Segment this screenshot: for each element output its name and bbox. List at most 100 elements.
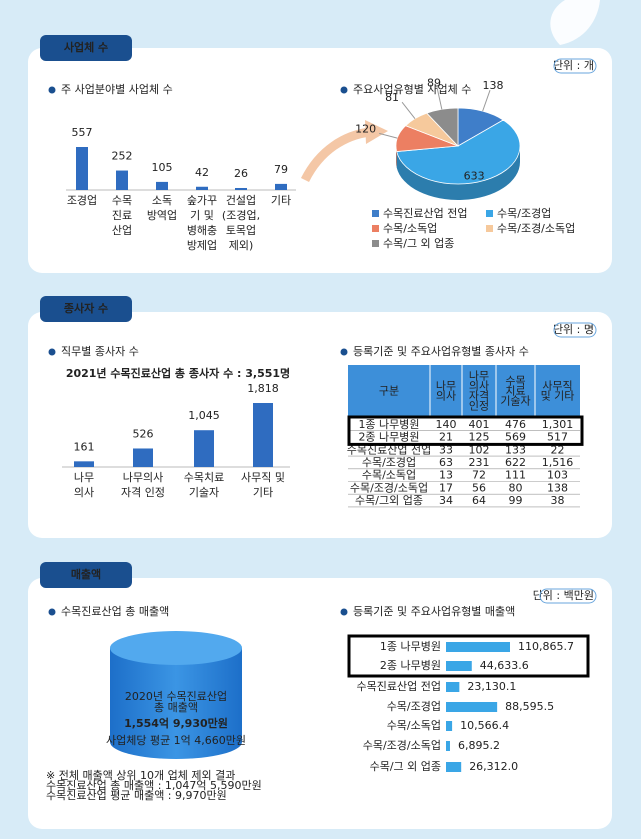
footnote: 수목진료산업 총 매출액 : 1,047억 5,590만원 bbox=[46, 779, 262, 792]
text-line: 방역업 bbox=[147, 209, 177, 222]
bar bbox=[446, 721, 453, 731]
value-label: 526 bbox=[133, 427, 154, 440]
arrow bbox=[300, 127, 371, 183]
text-line: 의사 bbox=[74, 486, 94, 499]
bullet bbox=[48, 86, 56, 94]
cylinder-body bbox=[110, 648, 242, 759]
bullet bbox=[340, 86, 348, 94]
bar bbox=[253, 403, 273, 467]
legend-label: 수목/조경업 bbox=[497, 207, 551, 220]
table-cell: 80 bbox=[509, 481, 523, 494]
bar bbox=[133, 448, 153, 467]
table-cell: 138 bbox=[547, 481, 568, 494]
table-cell: 38 bbox=[551, 494, 565, 507]
bar bbox=[156, 181, 168, 190]
text-line: 수목치료 bbox=[184, 471, 224, 484]
value-label: 161 bbox=[74, 440, 95, 453]
bar bbox=[116, 170, 128, 190]
leader-line bbox=[379, 132, 398, 139]
table-cell: 401 bbox=[469, 418, 490, 431]
value-label: 81 bbox=[385, 91, 399, 104]
text-line: 나무 bbox=[436, 380, 456, 393]
text-line: 수목 bbox=[505, 375, 525, 388]
chart-subtitle: 2021년 수목진료산업 총 종사자 수 : 3,551명 bbox=[66, 366, 290, 380]
text-line: 기 및 bbox=[190, 209, 214, 222]
unit-label: 단위 : 개 bbox=[553, 59, 594, 72]
text-line: 나무 bbox=[74, 471, 94, 484]
text-line: 제외) bbox=[229, 239, 254, 252]
text-line: 건설업 bbox=[226, 194, 256, 207]
table-cell: 63 bbox=[439, 456, 453, 469]
table-cell: 22 bbox=[551, 443, 565, 456]
table-header: 구분 bbox=[379, 385, 399, 398]
y-tick-label: 수목/소독업 bbox=[387, 719, 441, 732]
table-cell: 517 bbox=[547, 431, 568, 444]
value-label: 110,865.7 bbox=[518, 640, 574, 653]
bar bbox=[446, 702, 498, 712]
legend-label: 수목/조경/소독업 bbox=[497, 222, 575, 235]
table-cell: 34 bbox=[439, 494, 453, 507]
x-tick-label: 사무직 및 기타 bbox=[241, 471, 285, 499]
y-tick-label: 수목/그 외 업종 bbox=[370, 760, 441, 773]
legend-swatch bbox=[372, 225, 379, 232]
table-cell: 1종 나무병원 bbox=[358, 418, 419, 431]
value-label: 252 bbox=[112, 150, 133, 163]
text-line: 및 기타 bbox=[541, 390, 575, 403]
value-label: 42 bbox=[195, 166, 209, 179]
table-cell: 125 bbox=[469, 431, 490, 444]
text-line: 치료 bbox=[505, 385, 525, 398]
table-cell: 111 bbox=[505, 469, 526, 482]
section-tab bbox=[40, 296, 132, 322]
bullet bbox=[48, 348, 56, 356]
text-line: 소독 bbox=[152, 194, 172, 207]
text-line: 자격 bbox=[469, 390, 489, 403]
highlight-box bbox=[347, 634, 590, 678]
x-tick-label: 건설업 (조경업, 토목업 제외) bbox=[222, 194, 260, 252]
value-label: 1,818 bbox=[247, 382, 279, 395]
table-cell: 103 bbox=[547, 469, 568, 482]
text-line: 사무직 bbox=[542, 380, 572, 393]
table-cell: 수목/조경업 bbox=[362, 456, 416, 469]
text-line: 산업 bbox=[112, 224, 132, 237]
table-cell: 99 bbox=[509, 494, 523, 507]
section-tab bbox=[40, 35, 132, 61]
text-line: 숲가꾸 bbox=[187, 194, 217, 207]
bar bbox=[196, 186, 208, 190]
bullet bbox=[340, 608, 348, 616]
table-cell: 수목/소독업 bbox=[362, 469, 416, 482]
cylinder-average: 사업체당 평균 1억 4,660만원 bbox=[106, 734, 246, 747]
highlight-box bbox=[347, 415, 584, 446]
text-line: 의사 bbox=[436, 390, 456, 403]
text-line: 2020년 수목진료산업 bbox=[125, 690, 227, 703]
leader-line bbox=[436, 87, 443, 110]
text-line: 인정 bbox=[469, 400, 489, 413]
value-label: 633 bbox=[464, 170, 485, 183]
text-line: 기술자 bbox=[189, 486, 219, 499]
text-line: 토목업 bbox=[226, 224, 256, 237]
table-cell: 수목/조경/소독업 bbox=[350, 481, 428, 494]
value-label: 26,312.0 bbox=[469, 760, 518, 773]
table-cell: 13 bbox=[439, 469, 453, 482]
bar bbox=[446, 741, 450, 751]
text-line: 의사 bbox=[469, 380, 489, 393]
leaf-decoration bbox=[550, 0, 600, 45]
table-cell: 231 bbox=[469, 456, 490, 469]
table-cell: 수목진료산업 전업 bbox=[347, 443, 431, 456]
value-label: 26 bbox=[234, 167, 248, 180]
text-line: 나무 bbox=[469, 370, 489, 383]
text-line: 총 매출액 bbox=[154, 701, 198, 714]
value-label: 557 bbox=[72, 126, 93, 139]
chart-title: 직무별 종사자 수 bbox=[61, 345, 139, 358]
pie-slice bbox=[396, 119, 521, 185]
section-tab bbox=[40, 562, 132, 588]
x-tick-label: 기타 bbox=[271, 194, 291, 207]
legend-swatch bbox=[486, 210, 493, 217]
chart-title: 수목진료산업 총 매출액 bbox=[61, 605, 169, 618]
value-label: 1,045 bbox=[188, 409, 220, 422]
x-tick-label: 수목 진료 산업 bbox=[112, 194, 132, 237]
x-tick-label: 숲가꾸 기 및 병해충 방제업 bbox=[187, 194, 217, 252]
table-header: 나무 의사 자격 인정 bbox=[469, 370, 489, 413]
